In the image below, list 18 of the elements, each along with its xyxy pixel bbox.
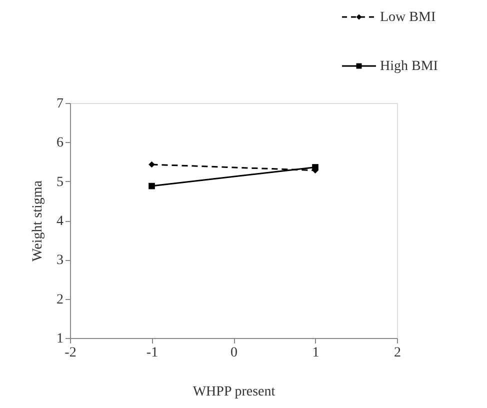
legend-label: High BMI [380,59,438,74]
y-tick-label: 2 [56,292,64,308]
y-tick-label: 6 [56,136,64,151]
x-tick-label: 1 [312,346,320,360]
y-tick-label: 3 [56,253,64,268]
y-tick-label: 7 [56,96,64,112]
x-tick-label: 0 [230,346,238,360]
y-tick-label: 1 [56,332,64,346]
y-tick-label: 4 [56,214,64,229]
y-axis-title: Weight stigma [30,180,46,262]
x-tick-label: -1 [146,346,158,360]
legend-label: Low BMI [380,10,436,25]
x-tick-label: 2 [394,346,401,360]
y-tick-label: 5 [56,174,64,190]
x-axis-title: WHPP present [192,384,276,400]
point [148,182,155,190]
x-tick-label: -2 [64,346,76,360]
point [148,161,155,168]
